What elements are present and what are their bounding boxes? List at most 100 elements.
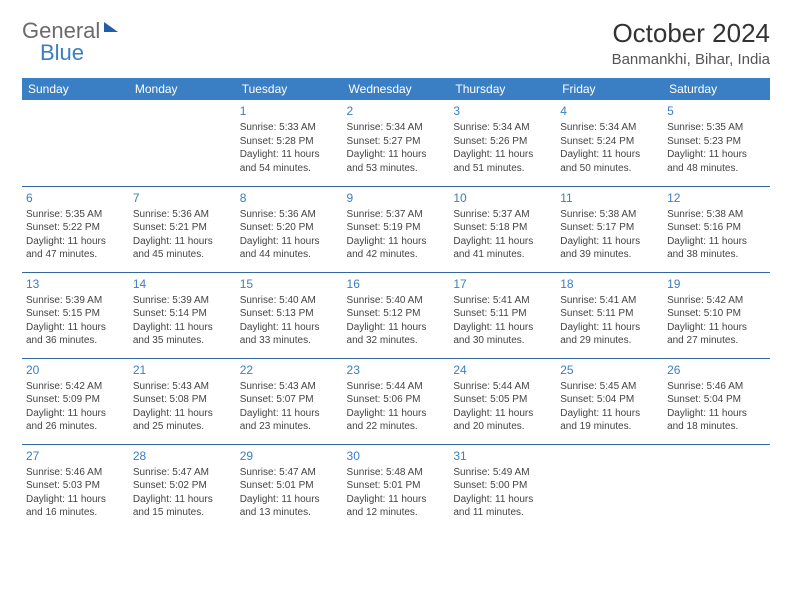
location-label: Banmankhi, Bihar, India bbox=[612, 51, 770, 68]
calendar-week-row: 20Sunrise: 5:42 AMSunset: 5:09 PMDayligh… bbox=[22, 358, 770, 444]
calendar-week-row: 6Sunrise: 5:35 AMSunset: 5:22 PMDaylight… bbox=[22, 186, 770, 272]
sunset-line: Sunset: 5:11 PM bbox=[560, 307, 659, 321]
sunset-line: Sunset: 5:14 PM bbox=[133, 307, 232, 321]
calendar-day-cell: 13Sunrise: 5:39 AMSunset: 5:15 PMDayligh… bbox=[22, 272, 129, 358]
sunset-line: Sunset: 5:10 PM bbox=[667, 307, 766, 321]
day-number: 5 bbox=[667, 103, 766, 119]
daylight-line: Daylight: 11 hours and 54 minutes. bbox=[240, 148, 339, 175]
daylight-line: Daylight: 11 hours and 47 minutes. bbox=[26, 235, 125, 262]
sunset-line: Sunset: 5:01 PM bbox=[347, 479, 446, 493]
sunset-line: Sunset: 5:17 PM bbox=[560, 221, 659, 235]
sunrise-line: Sunrise: 5:40 AM bbox=[347, 294, 446, 308]
calendar-day-cell: 5Sunrise: 5:35 AMSunset: 5:23 PMDaylight… bbox=[663, 100, 770, 186]
day-number: 24 bbox=[453, 362, 552, 378]
day-number: 17 bbox=[453, 276, 552, 292]
calendar-day-cell: 18Sunrise: 5:41 AMSunset: 5:11 PMDayligh… bbox=[556, 272, 663, 358]
title-block: October 2024 Banmankhi, Bihar, India bbox=[612, 18, 770, 68]
day-number: 2 bbox=[347, 103, 446, 119]
daylight-line: Daylight: 11 hours and 23 minutes. bbox=[240, 407, 339, 434]
day-number: 9 bbox=[347, 190, 446, 206]
sunrise-line: Sunrise: 5:42 AM bbox=[667, 294, 766, 308]
calendar-day-cell: 30Sunrise: 5:48 AMSunset: 5:01 PMDayligh… bbox=[343, 444, 450, 530]
daylight-line: Daylight: 11 hours and 29 minutes. bbox=[560, 321, 659, 348]
calendar-day-cell: 9Sunrise: 5:37 AMSunset: 5:19 PMDaylight… bbox=[343, 186, 450, 272]
daylight-line: Daylight: 11 hours and 18 minutes. bbox=[667, 407, 766, 434]
day-number: 25 bbox=[560, 362, 659, 378]
daylight-line: Daylight: 11 hours and 36 minutes. bbox=[26, 321, 125, 348]
daylight-line: Daylight: 11 hours and 19 minutes. bbox=[560, 407, 659, 434]
calendar-day-cell: 28Sunrise: 5:47 AMSunset: 5:02 PMDayligh… bbox=[129, 444, 236, 530]
daylight-line: Daylight: 11 hours and 25 minutes. bbox=[133, 407, 232, 434]
daylight-line: Daylight: 11 hours and 27 minutes. bbox=[667, 321, 766, 348]
daylight-line: Daylight: 11 hours and 15 minutes. bbox=[133, 493, 232, 520]
calendar-day-cell: 19Sunrise: 5:42 AMSunset: 5:10 PMDayligh… bbox=[663, 272, 770, 358]
sunrise-line: Sunrise: 5:48 AM bbox=[347, 466, 446, 480]
sunrise-line: Sunrise: 5:41 AM bbox=[560, 294, 659, 308]
calendar-day-cell: 8Sunrise: 5:36 AMSunset: 5:20 PMDaylight… bbox=[236, 186, 343, 272]
day-number: 7 bbox=[133, 190, 232, 206]
daylight-line: Daylight: 11 hours and 48 minutes. bbox=[667, 148, 766, 175]
sunset-line: Sunset: 5:00 PM bbox=[453, 479, 552, 493]
daylight-line: Daylight: 11 hours and 42 minutes. bbox=[347, 235, 446, 262]
weekday-header: Tuesday bbox=[236, 78, 343, 100]
sunrise-line: Sunrise: 5:34 AM bbox=[453, 121, 552, 135]
sunrise-line: Sunrise: 5:38 AM bbox=[560, 208, 659, 222]
day-number: 13 bbox=[26, 276, 125, 292]
calendar-day-cell: 29Sunrise: 5:47 AMSunset: 5:01 PMDayligh… bbox=[236, 444, 343, 530]
sunset-line: Sunset: 5:20 PM bbox=[240, 221, 339, 235]
calendar-day-cell: 17Sunrise: 5:41 AMSunset: 5:11 PMDayligh… bbox=[449, 272, 556, 358]
calendar-day-cell: 23Sunrise: 5:44 AMSunset: 5:06 PMDayligh… bbox=[343, 358, 450, 444]
sunset-line: Sunset: 5:11 PM bbox=[453, 307, 552, 321]
brand-part2: Blue bbox=[40, 40, 84, 65]
calendar-day-cell: 31Sunrise: 5:49 AMSunset: 5:00 PMDayligh… bbox=[449, 444, 556, 530]
daylight-line: Daylight: 11 hours and 32 minutes. bbox=[347, 321, 446, 348]
brand-second-line: Blue bbox=[40, 40, 84, 66]
daylight-line: Daylight: 11 hours and 26 minutes. bbox=[26, 407, 125, 434]
calendar-body: 1Sunrise: 5:33 AMSunset: 5:28 PMDaylight… bbox=[22, 100, 770, 530]
month-title: October 2024 bbox=[612, 18, 770, 49]
sunset-line: Sunset: 5:03 PM bbox=[26, 479, 125, 493]
calendar-day-cell: 25Sunrise: 5:45 AMSunset: 5:04 PMDayligh… bbox=[556, 358, 663, 444]
sunset-line: Sunset: 5:21 PM bbox=[133, 221, 232, 235]
calendar-day-cell: 16Sunrise: 5:40 AMSunset: 5:12 PMDayligh… bbox=[343, 272, 450, 358]
calendar-day-cell: 14Sunrise: 5:39 AMSunset: 5:14 PMDayligh… bbox=[129, 272, 236, 358]
triangle-icon bbox=[104, 22, 118, 32]
weekday-header: Saturday bbox=[663, 78, 770, 100]
calendar-empty-cell bbox=[556, 444, 663, 530]
daylight-line: Daylight: 11 hours and 45 minutes. bbox=[133, 235, 232, 262]
sunrise-line: Sunrise: 5:39 AM bbox=[133, 294, 232, 308]
calendar-day-cell: 24Sunrise: 5:44 AMSunset: 5:05 PMDayligh… bbox=[449, 358, 556, 444]
daylight-line: Daylight: 11 hours and 22 minutes. bbox=[347, 407, 446, 434]
calendar-day-cell: 21Sunrise: 5:43 AMSunset: 5:08 PMDayligh… bbox=[129, 358, 236, 444]
day-number: 22 bbox=[240, 362, 339, 378]
sunrise-line: Sunrise: 5:39 AM bbox=[26, 294, 125, 308]
day-number: 26 bbox=[667, 362, 766, 378]
calendar-day-cell: 22Sunrise: 5:43 AMSunset: 5:07 PMDayligh… bbox=[236, 358, 343, 444]
calendar-day-cell: 27Sunrise: 5:46 AMSunset: 5:03 PMDayligh… bbox=[22, 444, 129, 530]
sunset-line: Sunset: 5:13 PM bbox=[240, 307, 339, 321]
sunrise-line: Sunrise: 5:37 AM bbox=[453, 208, 552, 222]
daylight-line: Daylight: 11 hours and 13 minutes. bbox=[240, 493, 339, 520]
day-number: 29 bbox=[240, 448, 339, 464]
sunrise-line: Sunrise: 5:44 AM bbox=[453, 380, 552, 394]
calendar-empty-cell bbox=[22, 100, 129, 186]
daylight-line: Daylight: 11 hours and 53 minutes. bbox=[347, 148, 446, 175]
sunrise-line: Sunrise: 5:38 AM bbox=[667, 208, 766, 222]
sunrise-line: Sunrise: 5:46 AM bbox=[667, 380, 766, 394]
calendar-empty-cell bbox=[129, 100, 236, 186]
calendar-table: SundayMondayTuesdayWednesdayThursdayFrid… bbox=[22, 78, 770, 530]
sunrise-line: Sunrise: 5:41 AM bbox=[453, 294, 552, 308]
calendar-day-cell: 3Sunrise: 5:34 AMSunset: 5:26 PMDaylight… bbox=[449, 100, 556, 186]
daylight-line: Daylight: 11 hours and 51 minutes. bbox=[453, 148, 552, 175]
daylight-line: Daylight: 11 hours and 41 minutes. bbox=[453, 235, 552, 262]
day-number: 16 bbox=[347, 276, 446, 292]
day-number: 4 bbox=[560, 103, 659, 119]
header: General October 2024 Banmankhi, Bihar, I… bbox=[22, 18, 770, 68]
day-number: 15 bbox=[240, 276, 339, 292]
weekday-header: Thursday bbox=[449, 78, 556, 100]
sunrise-line: Sunrise: 5:36 AM bbox=[133, 208, 232, 222]
day-number: 8 bbox=[240, 190, 339, 206]
calendar-day-cell: 11Sunrise: 5:38 AMSunset: 5:17 PMDayligh… bbox=[556, 186, 663, 272]
sunrise-line: Sunrise: 5:42 AM bbox=[26, 380, 125, 394]
calendar-day-cell: 4Sunrise: 5:34 AMSunset: 5:24 PMDaylight… bbox=[556, 100, 663, 186]
